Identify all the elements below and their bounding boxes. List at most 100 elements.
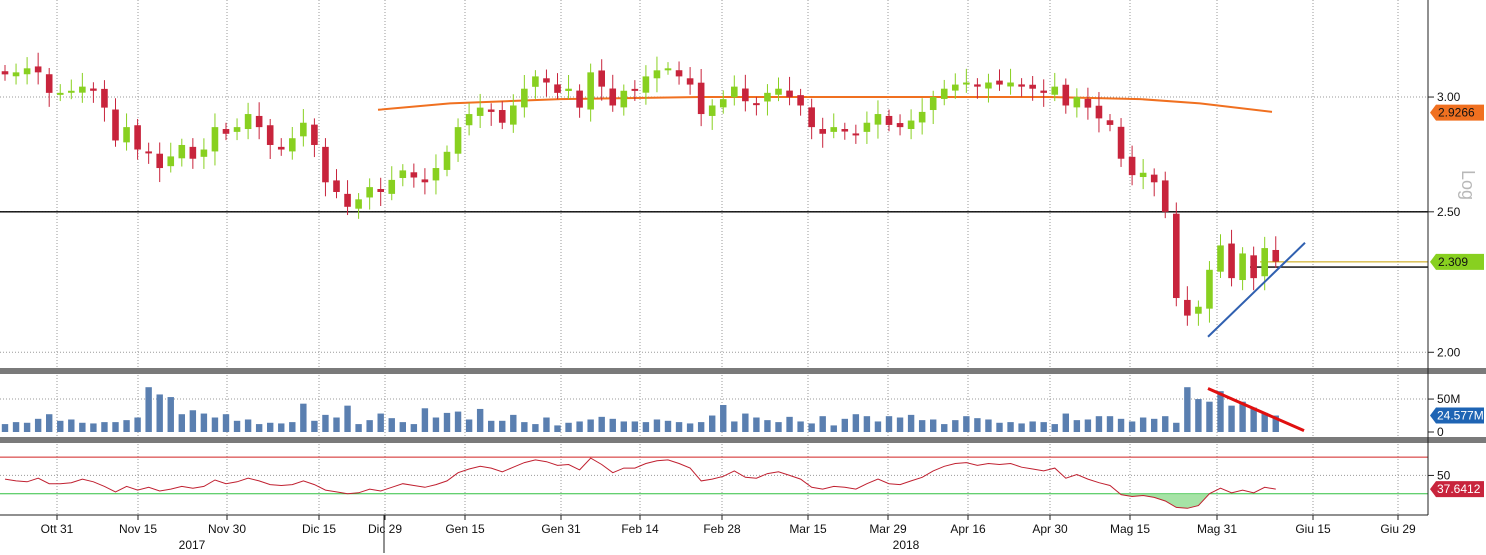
x-tick-label-5: Gen 15 <box>445 522 485 536</box>
volume-bar-19 <box>211 417 219 432</box>
volume-bar-26 <box>289 422 296 432</box>
volume-bar-25 <box>278 423 285 432</box>
candle-body-98 <box>1084 98 1092 108</box>
candle-body-84 <box>929 97 937 111</box>
price-tag-0: 2.9266 <box>1430 104 1484 121</box>
candle-body-50 <box>554 84 561 93</box>
candle-body-110 <box>1217 245 1224 272</box>
volume-bar-62 <box>686 423 694 432</box>
candle-body-106 <box>1173 213 1180 299</box>
candle-body-77 <box>852 133 860 136</box>
volume-bar-92 <box>1018 423 1025 432</box>
candle-body-7 <box>79 86 86 93</box>
candle-body-9 <box>101 88 108 108</box>
rsi-panel <box>0 456 1428 509</box>
x-tick-label-16: Giu 29 <box>1380 522 1416 536</box>
candle-body-18 <box>200 149 208 157</box>
candle-body-4 <box>45 74 53 93</box>
volume-bar-59 <box>653 419 661 432</box>
volume-bar-9 <box>101 422 108 432</box>
volume-tag-text: 24.577M <box>1437 409 1484 423</box>
volume-bar-44 <box>488 420 495 432</box>
volume-bar-110 <box>1217 391 1224 432</box>
candle-body-105 <box>1161 180 1169 212</box>
candle-body-79 <box>874 114 882 125</box>
volume-bar-94 <box>1040 422 1047 432</box>
x-tick-label-7: Feb 14 <box>621 522 659 536</box>
volume-bar-63 <box>697 422 705 432</box>
candle-body-24 <box>266 125 274 145</box>
candle-body-56 <box>620 90 628 108</box>
candle-body-102 <box>1128 156 1136 176</box>
x-tick-label-14: Mag 31 <box>1197 522 1237 536</box>
volume-bar-43 <box>476 408 484 432</box>
volume-bar-104 <box>1151 418 1158 432</box>
candle-body-62 <box>686 78 694 85</box>
volume-bar-30 <box>333 417 340 432</box>
volume-bar-6 <box>68 419 75 432</box>
candle-body-13 <box>145 151 152 154</box>
volume-bar-56 <box>620 421 627 432</box>
candle-body-93 <box>1029 84 1036 89</box>
volume-bar-2 <box>23 422 31 432</box>
x-tick-label-0: Ott 31 <box>41 522 74 536</box>
x-tick-label-2: Nov 30 <box>208 522 246 536</box>
volume-bar-20 <box>222 414 230 432</box>
volume-bar-102 <box>1128 421 1136 432</box>
volume-bar-86 <box>952 420 959 432</box>
candle-body-64 <box>708 105 716 116</box>
volume-bar-88 <box>974 418 981 432</box>
candle-body-74 <box>819 129 826 134</box>
volume-bar-76 <box>841 418 848 432</box>
drawn-trendlines <box>1207 242 1306 433</box>
volume-bar-89 <box>985 419 992 432</box>
candle-body-34 <box>377 189 384 192</box>
volume-bar-5 <box>57 420 64 432</box>
candle-body-12 <box>134 125 141 150</box>
candle-body-38 <box>421 179 429 183</box>
volume-bar-3 <box>34 418 42 432</box>
volume-bar-11 <box>123 420 130 432</box>
candle-body-97 <box>1073 97 1081 108</box>
candle-body-0 <box>1 71 9 75</box>
volume-bar-91 <box>1007 422 1014 432</box>
x-tick-label-6: Gen 31 <box>541 522 581 536</box>
candle-body-83 <box>918 111 926 123</box>
candle-body-1 <box>12 72 20 77</box>
rsi-oversold-fill <box>1110 493 1210 509</box>
candle-body-61 <box>675 70 683 77</box>
candle-body-15 <box>167 156 175 167</box>
volume-bar-80 <box>885 416 893 432</box>
volume-bar-50 <box>554 425 561 432</box>
candle-body-30 <box>333 180 340 192</box>
x-tick-label-12: Apr 30 <box>1032 522 1068 536</box>
volume-bar-0 <box>1 424 9 432</box>
candle-body-2 <box>23 68 31 75</box>
log-scale-label: Log <box>1458 170 1478 200</box>
x-tick-label-3: Dic 15 <box>302 522 336 536</box>
candle-body-42 <box>465 114 473 126</box>
candle-body-114 <box>1261 248 1268 277</box>
candle-body-48 <box>532 76 539 87</box>
candle-body-47 <box>521 88 528 108</box>
rsi-tag-shape <box>1430 481 1484 498</box>
year-label-0: 2017 <box>179 538 206 552</box>
candle-body-46 <box>510 105 517 125</box>
candle-body-80 <box>885 115 893 125</box>
volume-bar-29 <box>322 414 329 432</box>
candle-body-109 <box>1206 269 1213 309</box>
candle-body-78 <box>863 122 871 132</box>
x-tick-label-10: Mar 29 <box>869 522 907 536</box>
volume-bar-21 <box>233 420 241 432</box>
volume-downtrend-line <box>1207 387 1305 433</box>
volume-bar-51 <box>565 422 572 432</box>
candle-body-96 <box>1062 84 1070 106</box>
price-tag-text-1: 2.309 <box>1438 255 1468 269</box>
candle-body-103 <box>1139 172 1147 178</box>
volume-bar-72 <box>797 421 804 432</box>
volume-bar-64 <box>709 415 716 432</box>
volume-bar-12 <box>134 417 141 432</box>
volume-bar-32 <box>355 424 362 432</box>
volume-bar-96 <box>1062 413 1069 432</box>
